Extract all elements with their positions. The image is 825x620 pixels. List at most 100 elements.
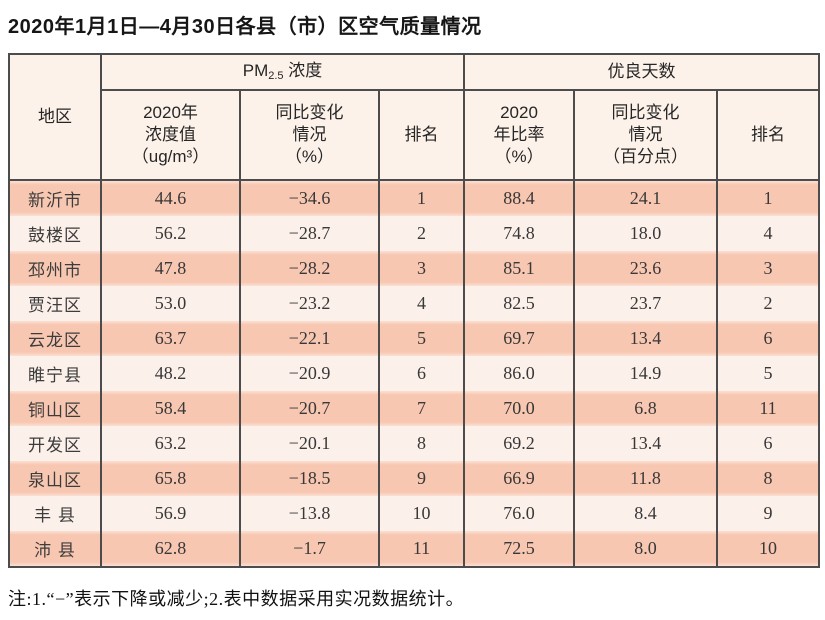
cell-pm-change: −34.6 bbox=[239, 180, 380, 216]
cell-good-rank: 4 bbox=[716, 216, 821, 251]
cell-good-change: 24.1 bbox=[573, 180, 719, 216]
cell-pm-change: −20.1 bbox=[239, 426, 380, 461]
header-good-change-line3: （百分点） bbox=[603, 147, 689, 167]
header-pm-change-line2: 情况 bbox=[292, 124, 327, 144]
cell-good-rate: 85.1 bbox=[463, 251, 576, 286]
cell-pm-change: −28.7 bbox=[239, 216, 380, 251]
cell-pm-value: 53.0 bbox=[100, 286, 241, 321]
table-row: 铜山区 58.4 −20.7 7 70.0 6.8 11 bbox=[8, 391, 821, 426]
cell-good-rank: 3 bbox=[716, 251, 821, 286]
cell-pm-value: 63.2 bbox=[100, 426, 241, 461]
table-row: 新沂市 44.6 −34.6 1 88.4 24.1 1 bbox=[8, 180, 821, 216]
footnote: 注:1.“−”表示下降或减少;2.表中数据采用实况数据统计。 bbox=[8, 589, 465, 609]
cell-good-change: 13.4 bbox=[573, 426, 719, 461]
cell-pm-change: −20.9 bbox=[239, 356, 380, 391]
header-good-rate: 2020 年比率 （%） bbox=[463, 89, 576, 181]
cell-pm-rank: 4 bbox=[377, 286, 466, 321]
cell-good-rate: 69.2 bbox=[463, 426, 576, 461]
pm25-label: PM bbox=[242, 61, 269, 81]
table-row: 邳州市 47.8 −28.2 3 85.1 23.6 3 bbox=[8, 251, 821, 286]
cell-pm-change: −13.8 bbox=[239, 496, 380, 531]
table-row: 睢宁县 48.2 −20.9 6 86.0 14.9 5 bbox=[8, 356, 821, 391]
table-row: 开发区 63.2 −20.1 8 69.2 13.4 6 bbox=[8, 426, 821, 461]
page-title: 2020年1月1日—4月30日各县（市）区空气质量情况 bbox=[8, 16, 482, 38]
cell-pm-rank: 11 bbox=[377, 531, 466, 567]
header-pm-change: 同比变化 情况 （%） bbox=[239, 89, 380, 181]
cell-pm-change: −18.5 bbox=[239, 461, 380, 496]
cell-good-rate: 70.0 bbox=[463, 391, 576, 426]
header-good-rank: 排名 bbox=[716, 89, 821, 181]
header-good-change-line2: 情况 bbox=[628, 124, 663, 144]
cell-region: 新沂市 bbox=[8, 180, 102, 216]
cell-good-change: 6.8 bbox=[573, 391, 719, 426]
header-good-rate-line2: 年比率 bbox=[493, 124, 545, 144]
table-row: 贾汪区 53.0 −23.2 4 82.5 23.7 2 bbox=[8, 286, 821, 321]
cell-good-change: 14.9 bbox=[573, 356, 719, 391]
header-pm25-group: PM2.5 浓度 bbox=[99, 53, 466, 91]
cell-pm-rank: 2 bbox=[377, 216, 466, 251]
header-good-change-line1: 同比变化 bbox=[611, 102, 680, 122]
cell-good-rate: 88.4 bbox=[463, 180, 576, 216]
cell-pm-value: 56.2 bbox=[100, 216, 241, 251]
table-row: 泉山区 65.8 −18.5 9 66.9 11.8 8 bbox=[8, 461, 821, 496]
cell-region: 云龙区 bbox=[8, 321, 102, 356]
header-pm-change-line1: 同比变化 bbox=[275, 102, 344, 122]
cell-good-change: 18.0 bbox=[573, 216, 719, 251]
cell-pm-change: −23.2 bbox=[239, 286, 380, 321]
table-header: 地区 PM2.5 浓度 优良天数 2020年 浓度值 （ug/m³） 同比变化 … bbox=[8, 53, 821, 181]
cell-pm-value: 48.2 bbox=[100, 356, 241, 391]
sub-header-row: 2020年 浓度值 （ug/m³） 同比变化 情况 （%） 排名 2020 年比… bbox=[9, 89, 821, 181]
cell-pm-rank: 5 bbox=[377, 321, 466, 356]
cell-region: 开发区 bbox=[8, 426, 102, 461]
header-good-rate-line3: （%） bbox=[494, 147, 544, 167]
header-pm-value: 2020年 浓度值 （ug/m³） bbox=[100, 89, 241, 181]
table-row: 丰 县 56.9 −13.8 10 76.0 8.4 9 bbox=[8, 496, 821, 531]
cell-pm-rank: 3 bbox=[377, 251, 466, 286]
cell-good-rank: 1 bbox=[716, 180, 821, 216]
cell-pm-value: 44.6 bbox=[100, 180, 241, 216]
header-pm-value-line1: 2020年 bbox=[143, 102, 198, 122]
cell-pm-value: 47.8 bbox=[100, 251, 241, 286]
pm25-subscript: 2.5 bbox=[268, 70, 284, 83]
cell-good-change: 8.4 bbox=[573, 496, 719, 531]
table-body: 新沂市 44.6 −34.6 1 88.4 24.1 1 鼓楼区 56.2 −2… bbox=[8, 180, 821, 567]
cell-pm-value: 62.8 bbox=[100, 531, 241, 567]
cell-region: 睢宁县 bbox=[8, 356, 102, 391]
header-pm-rank: 排名 bbox=[377, 89, 466, 181]
cell-good-rate: 86.0 bbox=[463, 356, 576, 391]
cell-good-rate: 82.5 bbox=[463, 286, 576, 321]
cell-good-rate: 72.5 bbox=[463, 531, 576, 567]
cell-good-rank: 5 bbox=[716, 356, 821, 391]
cell-good-rank: 6 bbox=[716, 426, 821, 461]
air-quality-table: 地区 PM2.5 浓度 优良天数 2020年 浓度值 （ug/m³） 同比变化 … bbox=[8, 53, 821, 568]
cell-good-rank: 9 bbox=[716, 496, 821, 531]
cell-good-rank: 8 bbox=[716, 461, 821, 496]
cell-pm-change: −20.7 bbox=[239, 391, 380, 426]
cell-good-change: 13.4 bbox=[573, 321, 719, 356]
cell-region: 邳州市 bbox=[8, 251, 102, 286]
cell-region: 沛 县 bbox=[8, 531, 102, 567]
table-row: 鼓楼区 56.2 −28.7 2 74.8 18.0 4 bbox=[8, 216, 821, 251]
header-good-days-group: 优良天数 bbox=[463, 53, 821, 91]
cell-pm-change: −28.2 bbox=[239, 251, 380, 286]
cell-pm-rank: 1 bbox=[377, 180, 466, 216]
cell-good-rate: 76.0 bbox=[463, 496, 576, 531]
cell-good-rate: 66.9 bbox=[463, 461, 576, 496]
cell-pm-value: 65.8 bbox=[100, 461, 241, 496]
cell-good-change: 23.6 bbox=[573, 251, 719, 286]
cell-good-change: 23.7 bbox=[573, 286, 719, 321]
cell-pm-rank: 9 bbox=[377, 461, 466, 496]
cell-region: 贾汪区 bbox=[8, 286, 102, 321]
pm25-suffix: 浓度 bbox=[283, 61, 323, 81]
header-pm-value-line3: （ug/m³） bbox=[131, 147, 210, 167]
cell-pm-rank: 8 bbox=[377, 426, 466, 461]
cell-region: 丰 县 bbox=[8, 496, 102, 531]
header-good-rate-line1: 2020 bbox=[500, 102, 538, 122]
cell-good-change: 11.8 bbox=[573, 461, 719, 496]
cell-pm-value: 58.4 bbox=[100, 391, 241, 426]
table-row: 云龙区 63.7 −22.1 5 69.7 13.4 6 bbox=[8, 321, 821, 356]
cell-region: 铜山区 bbox=[8, 391, 102, 426]
group-header-row: 地区 PM2.5 浓度 优良天数 bbox=[8, 53, 821, 181]
cell-good-rank: 10 bbox=[716, 531, 821, 567]
